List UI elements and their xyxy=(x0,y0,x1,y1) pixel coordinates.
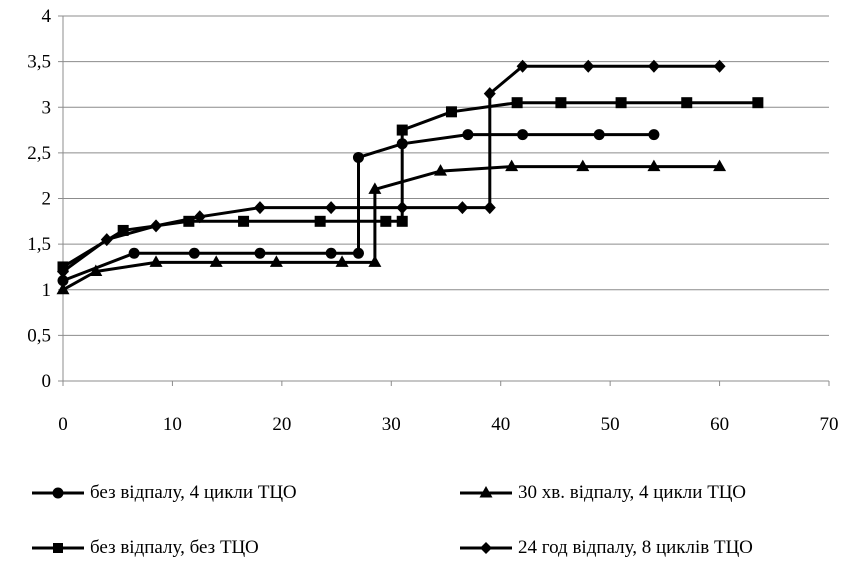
axes xyxy=(58,15,830,386)
series-line xyxy=(62,133,654,283)
series-1 xyxy=(57,129,660,287)
x-tick-label: 70 xyxy=(820,414,839,435)
data-point xyxy=(615,97,627,109)
x-tick-label: 40 xyxy=(491,414,510,435)
data-point xyxy=(752,97,764,109)
data-point xyxy=(128,247,140,259)
x-tick-label: 10 xyxy=(163,414,182,435)
series-2 xyxy=(56,159,727,295)
data-point xyxy=(396,201,409,215)
data-point xyxy=(150,219,163,233)
data-point xyxy=(555,97,567,109)
data-point xyxy=(647,159,661,172)
data-point xyxy=(57,275,69,287)
data-point xyxy=(576,159,590,172)
x-tick-label: 20 xyxy=(272,414,291,435)
y-tick-label: 2 xyxy=(42,189,52,210)
data-point xyxy=(325,247,337,259)
data-point xyxy=(238,215,250,227)
data-point xyxy=(89,264,103,276)
series-4 xyxy=(57,59,726,278)
data-point xyxy=(193,210,206,224)
data-point xyxy=(368,182,382,194)
data-point xyxy=(456,201,469,215)
y-tick-label: 2,5 xyxy=(27,143,51,164)
data-point xyxy=(352,247,364,259)
x-tick-label: 60 xyxy=(710,414,729,435)
data-point xyxy=(325,201,338,215)
data-point xyxy=(647,59,660,73)
y-tick-label: 0,5 xyxy=(27,325,51,346)
gridlines xyxy=(63,15,829,336)
data-point xyxy=(368,255,382,267)
data-point xyxy=(445,106,457,118)
series-line xyxy=(62,101,758,269)
data-point xyxy=(681,97,693,109)
data-point xyxy=(149,255,163,267)
data-point xyxy=(335,255,349,267)
data-point xyxy=(100,233,113,247)
data-point xyxy=(56,282,70,295)
series-line xyxy=(62,165,720,292)
data-point xyxy=(380,215,392,227)
x-tick-label: 0 xyxy=(58,414,68,435)
data-point xyxy=(253,201,266,215)
x-tick-label: 30 xyxy=(382,414,401,435)
series-layer xyxy=(56,59,764,295)
y-axis-tick-labels: 0 0,5 1 1,5 2 2,5 3 3,5 4 xyxy=(27,6,51,392)
data-point xyxy=(254,247,266,259)
data-point xyxy=(396,215,408,227)
y-tick-label: 1 xyxy=(42,280,52,301)
y-tick-label: 3 xyxy=(42,97,52,118)
data-point xyxy=(713,159,727,172)
data-point xyxy=(183,215,195,227)
y-tick-label: 4 xyxy=(42,6,52,27)
y-tick-label: 0 xyxy=(42,371,52,392)
data-point xyxy=(209,255,223,267)
data-point xyxy=(517,129,529,141)
x-axis-tick-labels: 0 10 20 30 40 50 60 70 xyxy=(58,414,838,435)
data-point xyxy=(117,224,129,236)
data-point xyxy=(269,255,283,267)
data-point xyxy=(511,97,523,109)
x-tick-label: 50 xyxy=(601,414,620,435)
data-point xyxy=(582,59,595,73)
data-point xyxy=(483,201,496,215)
data-point xyxy=(314,215,326,227)
y-tick-label: 1,5 xyxy=(27,234,51,255)
data-point xyxy=(516,59,529,73)
series-line xyxy=(62,64,720,273)
data-point xyxy=(352,151,364,163)
data-point xyxy=(483,87,496,101)
data-point xyxy=(396,124,408,136)
data-point xyxy=(188,247,200,259)
data-point xyxy=(434,164,448,176)
data-point xyxy=(713,59,726,73)
data-point xyxy=(505,159,519,172)
data-point xyxy=(648,129,660,141)
data-point xyxy=(462,129,474,141)
data-point xyxy=(57,265,69,278)
series-3 xyxy=(57,97,764,273)
y-tick-label: 3,5 xyxy=(27,52,51,73)
data-point xyxy=(593,129,605,141)
